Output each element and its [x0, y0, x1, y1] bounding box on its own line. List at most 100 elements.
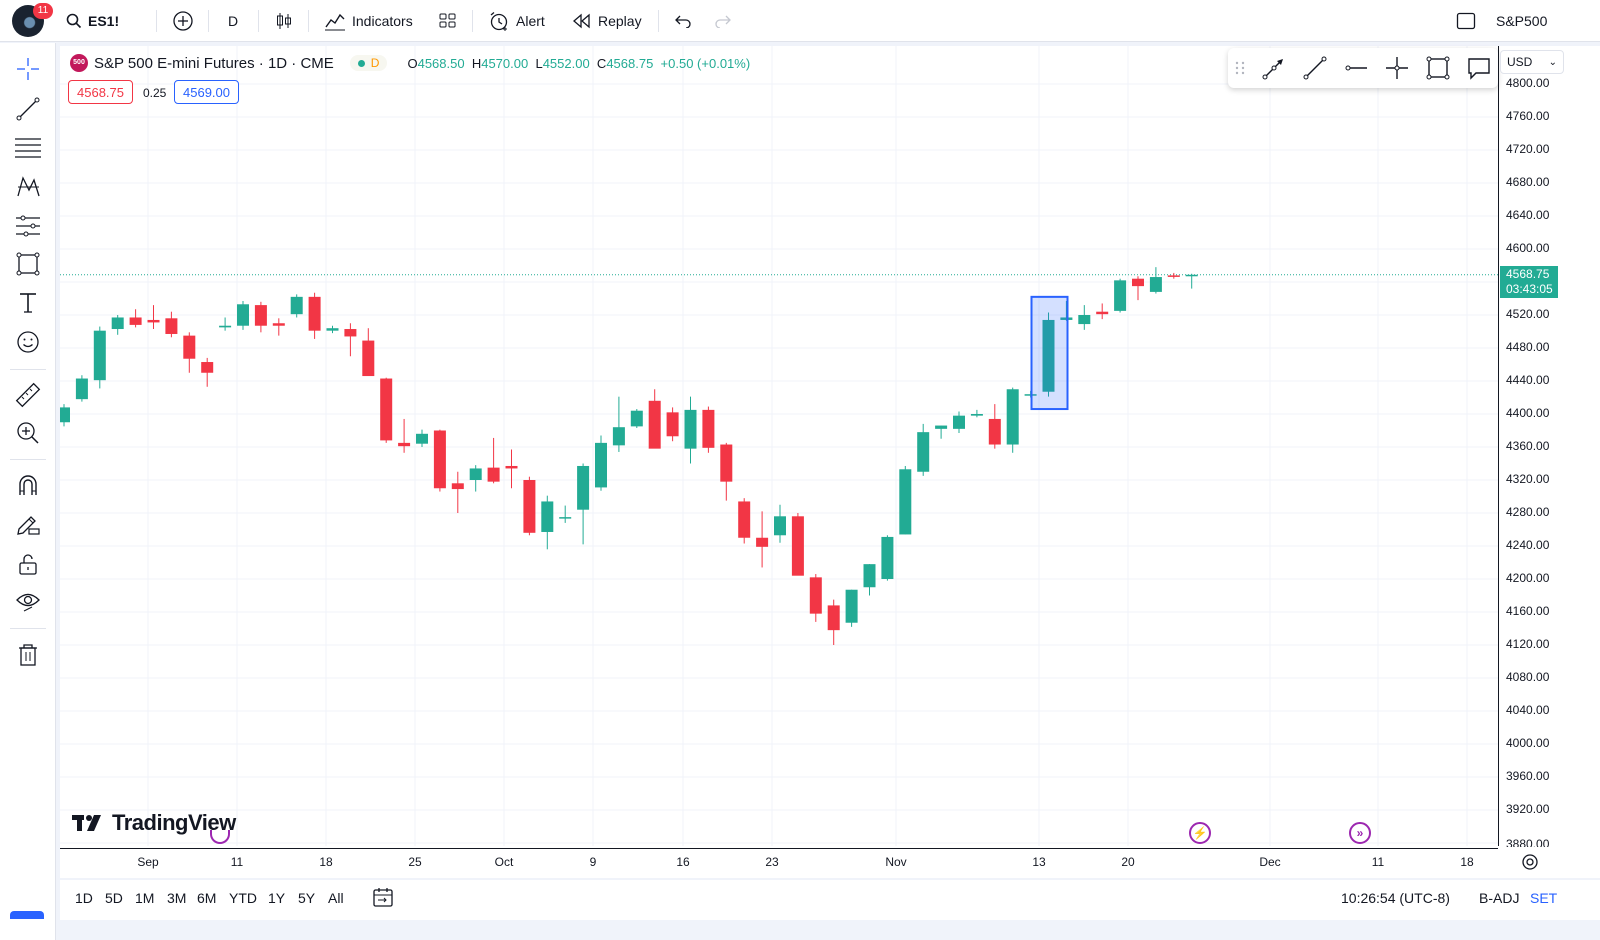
candle[interactable]	[845, 589, 858, 627]
trend-line-button[interactable]	[1301, 54, 1329, 82]
range-button-5d[interactable]: 5D	[105, 890, 123, 906]
callout-button[interactable]	[1465, 54, 1493, 82]
bottom-tab[interactable]	[10, 911, 44, 919]
candle[interactable]	[290, 294, 303, 318]
candle[interactable]	[129, 309, 142, 328]
interval-button[interactable]: D	[228, 0, 238, 42]
candle[interactable]	[469, 465, 482, 492]
chart-pane[interactable]	[60, 46, 1600, 878]
price-axis[interactable]	[1498, 46, 1600, 846]
layout-name-button[interactable]: S&P500	[1496, 0, 1547, 42]
measure-tool[interactable]	[12, 379, 44, 411]
compare-symbol-button[interactable]	[172, 0, 194, 42]
buy-button[interactable]: 4569.00	[174, 80, 239, 104]
candle[interactable]	[451, 471, 464, 513]
icon-tool[interactable]	[12, 326, 44, 358]
crosshair-tool[interactable]	[12, 53, 44, 85]
candle[interactable]	[1185, 273, 1198, 289]
range-button-ytd[interactable]: YTD	[229, 890, 257, 906]
range-button-3m[interactable]: 3M	[167, 890, 187, 906]
candle[interactable]	[953, 411, 965, 433]
magnet-tool[interactable]	[12, 469, 44, 501]
range-button-6m[interactable]: 6M	[197, 890, 217, 906]
replay-button[interactable]: Replay	[572, 0, 642, 42]
selection-rectangle[interactable]	[1030, 295, 1069, 411]
candle[interactable]	[577, 463, 590, 545]
candle[interactable]	[344, 323, 357, 357]
candle[interactable]	[881, 535, 894, 581]
templates-button[interactable]	[438, 0, 458, 42]
candle[interactable]	[988, 404, 1001, 449]
candle[interactable]	[702, 406, 715, 453]
range-button-5y[interactable]: 5Y	[298, 890, 316, 906]
fullscreen-button[interactable]	[1456, 0, 1476, 42]
fib-tool[interactable]	[12, 132, 44, 164]
horizontal-ray-button[interactable]	[1342, 54, 1370, 82]
redo-button[interactable]	[714, 0, 732, 42]
settings-gear-button[interactable]	[1520, 852, 1540, 877]
candle[interactable]	[147, 305, 160, 330]
shape-tool[interactable]	[12, 248, 44, 280]
candle[interactable]	[183, 332, 196, 373]
candle[interactable]	[1167, 272, 1180, 279]
projection-tool[interactable]	[12, 210, 44, 242]
undo-button[interactable]	[674, 0, 692, 42]
rectangle-button[interactable]	[1424, 54, 1452, 82]
symbol-search-button[interactable]: ES1!	[66, 0, 119, 42]
price-chart[interactable]	[60, 46, 1600, 878]
event-marker-icon[interactable]	[210, 830, 230, 844]
candle[interactable]	[380, 377, 393, 443]
candle[interactable]	[827, 599, 840, 645]
alert-button[interactable]: Alert	[488, 0, 545, 42]
candle[interactable]	[684, 396, 697, 464]
range-button-1m[interactable]: 1M	[135, 890, 155, 906]
chart-type-button[interactable]	[274, 0, 294, 42]
currency-select[interactable]: USD ⌄	[1500, 50, 1564, 74]
candle[interactable]	[60, 404, 70, 427]
go-to-date-button[interactable]	[372, 886, 394, 911]
candle[interactable]	[917, 423, 930, 476]
candle[interactable]	[1006, 387, 1019, 453]
candle[interactable]	[93, 326, 106, 389]
candle[interactable]	[201, 357, 214, 387]
lock-drawings-tool[interactable]	[12, 548, 44, 580]
lightning-event-icon[interactable]: ⚡	[1189, 822, 1211, 844]
cross-line-button[interactable]	[1383, 54, 1411, 82]
indicators-button[interactable]: Indicators	[324, 0, 413, 42]
symbol-title[interactable]: S&P 500 E-mini Futures · 1D · CME	[94, 54, 334, 72]
range-button-all[interactable]: All	[328, 890, 344, 906]
remove-drawings-tool[interactable]	[12, 639, 44, 671]
candle[interactable]	[1132, 276, 1144, 301]
stay-in-drawing-mode-tool[interactable]	[12, 508, 44, 540]
candle[interactable]	[75, 375, 88, 402]
pattern-tool[interactable]	[12, 171, 44, 203]
candle[interactable]	[666, 407, 679, 442]
candle[interactable]	[1149, 267, 1162, 294]
candle[interactable]	[630, 409, 643, 429]
candle[interactable]	[1042, 312, 1055, 397]
sell-button[interactable]: 4568.75	[68, 80, 133, 104]
text-tool[interactable]	[12, 287, 44, 319]
candle[interactable]	[559, 505, 572, 523]
candle[interactable]	[237, 300, 249, 330]
candle[interactable]	[595, 435, 607, 491]
candle[interactable]	[720, 442, 733, 501]
drag-handle[interactable]	[1230, 54, 1250, 82]
range-button-1y[interactable]: 1Y	[268, 890, 286, 906]
trend-line-tool[interactable]	[12, 93, 44, 125]
session-toggle[interactable]: SET	[1530, 890, 1558, 906]
candle[interactable]	[863, 564, 876, 596]
candle[interactable]	[1114, 278, 1127, 313]
candle[interactable]	[1096, 303, 1109, 320]
candle[interactable]	[433, 429, 446, 492]
candle[interactable]	[308, 292, 321, 339]
candle[interactable]	[774, 504, 786, 543]
candle[interactable]	[1078, 305, 1091, 330]
arrow-line-button[interactable]	[1260, 54, 1288, 82]
candle[interactable]	[935, 425, 948, 439]
candle[interactable]	[738, 498, 751, 544]
candle[interactable]	[272, 318, 285, 336]
candle[interactable]	[326, 325, 339, 334]
candle[interactable]	[111, 315, 124, 335]
candle[interactable]	[541, 495, 554, 550]
